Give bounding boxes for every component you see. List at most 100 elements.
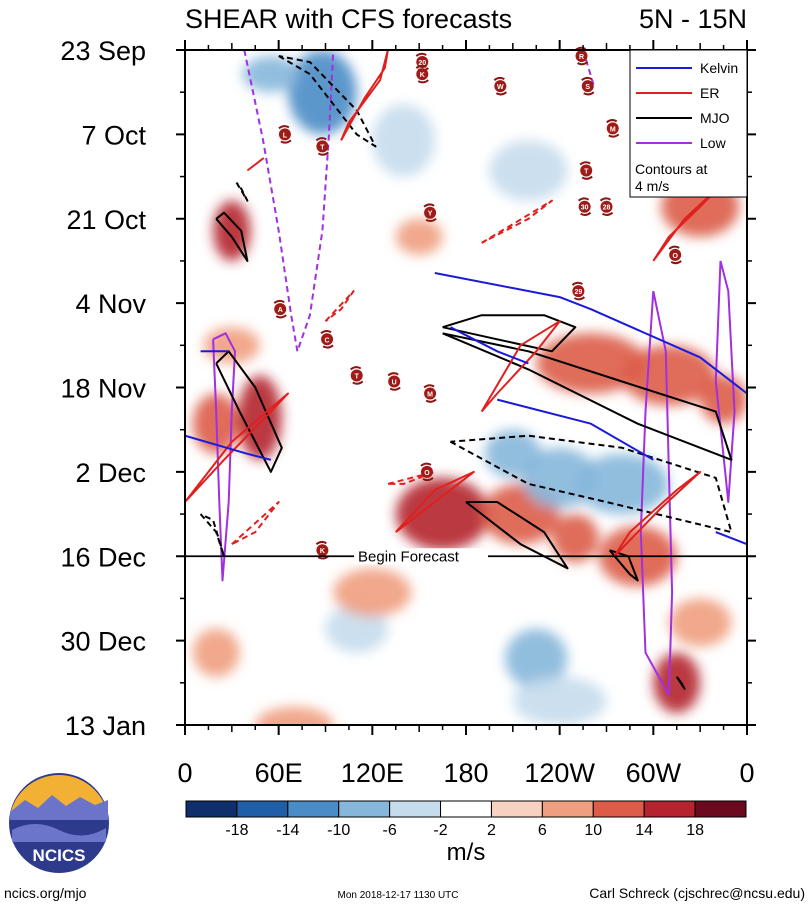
storm-marker: T [350,366,364,385]
storm-swirl-icon [668,245,682,265]
footer-timestamp: Mon 2018-12-17 1130 UTC [338,890,459,901]
storm-marker-label: K [320,548,325,555]
y-tick-label: 18 Nov [60,374,146,404]
anomaly-blob [325,604,388,653]
storm-marker: T [579,161,593,180]
colorbar-tick-label: 2 [487,822,496,839]
storm-marker-dot [424,387,437,400]
legend-item-er: ER [636,85,719,101]
storm-marker-label: K [420,72,425,79]
contour-mjo [465,501,569,570]
contour-er [481,199,553,244]
colorbar-cell [287,800,340,818]
storm-swirl-icon [320,330,334,349]
forecast-label-background [354,548,488,565]
storm-marker-dot [316,544,329,557]
storm-marker-dot [420,465,433,478]
storm-marker-dot [321,333,334,346]
colorbar-cell [541,800,594,818]
anomaly-blob [551,514,599,563]
storm-marker-dot [274,303,287,316]
storm-marker: 28 [599,197,614,216]
storm-swirl-icon [578,197,592,216]
storm-swirl-icon [387,372,401,391]
storm-marker: T [315,137,330,156]
storm-swirl-icon [278,125,292,144]
colorbar-cell [440,800,492,818]
storm-marker: Y [423,203,437,222]
anomaly-blob [213,200,251,261]
anomaly-blob [484,429,541,478]
storm-marker-dot [575,50,588,63]
contour-mjo [215,211,249,262]
logo-wave [12,824,106,842]
anomaly-field [192,50,747,725]
storm-marker-dot [278,128,291,141]
storm-marker: O [420,462,434,482]
storm-marker: U [387,372,401,391]
anomaly-blob [512,676,607,725]
contour-low [639,290,674,696]
contour-er [340,50,389,141]
colorbar-unit: m/s [447,839,486,866]
colorbar-tick-label: -10 [327,822,350,839]
contour-kelvin [715,531,747,546]
storm-marker-label: U [392,379,397,386]
storm-swirl-icon [606,119,620,138]
anomaly-blob [255,706,334,725]
colorbar-tick-label: -14 [276,822,299,839]
footer-url[interactable]: ncics.org/mjo [4,885,87,901]
logo-mountains [10,795,108,820]
contour-mjo [608,549,639,582]
contour-low [212,332,236,582]
x-tick-label: 120E [341,758,404,788]
y-axis: 23 Sep 7 Oct 21 Oct 4 Nov 18 Nov 2 Dec 16 Dec 3… [60,36,756,741]
contour-low [582,50,595,87]
y-tick-label: 13 Jan [65,711,146,741]
contour-mjo [278,55,377,148]
anomaly-blob [505,628,568,689]
storm-marker-label: 28 [603,205,611,212]
storm-swirl-icon [420,462,434,482]
legend-label: ER [700,85,719,101]
colorbar-tick-label: 18 [686,822,704,839]
y-tick-label: 16 Dec [60,542,146,572]
contour-mjo [442,332,733,461]
x-tick-label: 180 [443,758,488,788]
colorbar-cell [490,800,543,818]
forecast-label: Begin Forecast [358,548,460,565]
ncics-logo: NCICS [9,773,109,873]
storm-marker-dot [416,68,429,81]
anomaly-blob [242,56,299,93]
storm-marker-dot [494,80,507,93]
storm-swirl-icon [423,384,437,403]
storm-marker: A [273,299,287,319]
anomaly-blob [333,568,412,617]
colorbar-cell [694,800,747,818]
storm-swirl-icon [315,137,330,156]
anomaly-blob [700,375,747,424]
storm-marker: 30 [578,197,592,216]
y-tick-label: 23 Sep [60,36,146,66]
storm-marker-label: M [427,392,433,399]
storm-swirl-icon [415,64,429,84]
colorbar-cell [592,800,645,818]
region-label: 5N - 15N [639,4,747,34]
storm-marker: O [668,245,682,265]
storm-marker-dot [350,369,363,382]
anomaly-blob [668,598,732,647]
storm-swirl-icon [273,299,287,319]
colorbar-tick-label: -2 [433,822,447,839]
storm-marker-label: S [585,84,590,91]
storm-swirl-icon [571,281,586,301]
contour-er [480,320,561,413]
storm-marker: C [320,330,334,349]
chart-title: SHEAR with CFS forecasts [185,4,512,34]
storm-marker: M [423,384,437,403]
storm-swirl-icon [423,203,437,222]
storm-marker-label: 29 [575,289,583,296]
storm-marker: M [606,119,620,138]
storm-marker-label: W [497,84,504,91]
contour-mjo [199,513,225,558]
logo-text: NCICS [33,846,86,865]
